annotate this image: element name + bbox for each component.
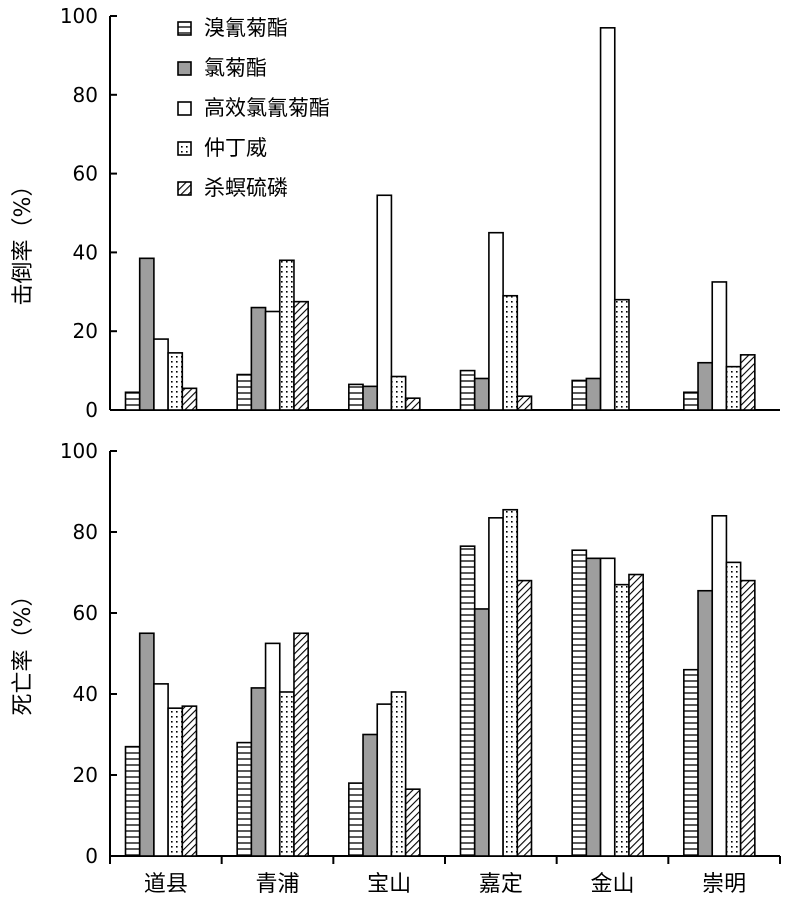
y-tick-label: 80	[73, 83, 98, 107]
x-category-label: 崇明	[702, 872, 746, 897]
bar-white-0	[153, 683, 169, 857]
bar-gray-2	[362, 385, 379, 411]
x-category-labels: 道县 青浦 宝山 嘉定 金山 崇明	[144, 872, 746, 897]
bar-white-3	[488, 517, 504, 857]
legend-swatch-white	[177, 101, 192, 116]
bar-diag-1	[293, 632, 309, 857]
bar-dots-3	[502, 508, 519, 857]
bar-gray-0	[138, 257, 155, 411]
bar-hlines-2	[348, 383, 364, 411]
top-panel-knockdown: 0 20 40 60 80 100 击倒率（%）	[11, 4, 780, 422]
bar-dots-4	[613, 583, 630, 857]
y-axis-label: 死亡率（%）	[11, 585, 36, 716]
x-category-label: 嘉定	[479, 872, 523, 897]
bar-white-1	[264, 642, 281, 857]
bar-gray-3	[473, 608, 490, 857]
bar-dots-1	[278, 259, 295, 411]
bar-hlines-0	[124, 745, 141, 857]
bar-gray-3	[473, 377, 490, 411]
bar-white-3	[488, 231, 504, 411]
bar-gray-5	[697, 589, 714, 857]
y-tick-label: 20	[73, 763, 98, 787]
bar-hlines-1	[236, 373, 253, 411]
bar-dots-4	[613, 298, 630, 411]
bar-diag-5	[739, 579, 756, 857]
bar-gray-5	[697, 361, 714, 411]
y-tick-label: 40	[73, 240, 98, 264]
y-tick-label: 60	[73, 162, 98, 186]
x-category-label: 道县	[144, 872, 188, 897]
bar-white-4	[599, 27, 616, 411]
bar-dots-0	[167, 352, 184, 411]
y-tick-label: 0	[85, 398, 98, 422]
x-category-label: 青浦	[255, 872, 299, 897]
bar-gray-0	[138, 632, 155, 857]
x-category-label: 金山	[590, 872, 634, 897]
bar-gray-1	[250, 687, 267, 857]
y-tick-label: 60	[73, 601, 98, 625]
bar-white-4	[599, 557, 616, 857]
bar-diag-2	[404, 397, 421, 411]
bar-diag-3	[516, 579, 533, 857]
bar-white-5	[711, 281, 728, 411]
y-tick-label: 100	[60, 4, 98, 28]
bottom-panel-mortality: 0 20 40 60 80 100 死亡率（%）	[11, 439, 781, 868]
bar-dots-5	[725, 561, 742, 857]
bar-hlines-5	[683, 668, 699, 857]
bar-diag-0	[181, 705, 198, 857]
bar-dots-2	[390, 375, 407, 411]
bar-hlines-5	[683, 391, 699, 411]
bar-hlines-2	[348, 782, 364, 857]
legend-label: 仲丁威	[204, 136, 267, 160]
legend-label: 高效氯氰菊酯	[204, 96, 330, 120]
x-category-label: 宝山	[367, 872, 411, 897]
y-tick-label: 0	[85, 844, 98, 868]
bar-dots-3	[502, 294, 519, 411]
bar-white-2	[376, 703, 393, 857]
legend-label: 杀螟硫磷	[204, 176, 288, 200]
bar-white-1	[264, 310, 281, 411]
legend-swatch-gray	[177, 61, 192, 76]
bar-dots-2	[390, 691, 407, 857]
y-axis-label: 击倒率（%）	[11, 175, 36, 306]
bar-white-2	[376, 194, 393, 411]
bar-gray-4	[585, 377, 602, 411]
legend-swatch-hlines	[177, 21, 192, 36]
y-tick-label: 40	[73, 682, 98, 706]
bar-hlines-4	[571, 379, 588, 411]
legend-swatch-dots	[177, 141, 192, 156]
bar-dots-0	[167, 707, 184, 857]
bar-hlines-4	[571, 549, 588, 857]
y-tick-label: 100	[60, 439, 98, 463]
bar-diag-4	[628, 573, 644, 857]
bar-white-0	[153, 338, 169, 411]
bar-dots-5	[725, 365, 742, 411]
bar-dots-1	[278, 691, 295, 857]
bar-diag-0	[181, 387, 198, 411]
legend-label: 氯菊酯	[204, 56, 267, 80]
bar-hlines-0	[124, 391, 141, 411]
y-tick-label: 80	[73, 520, 98, 544]
bar-gray-4	[585, 557, 602, 857]
bar-white-5	[711, 514, 728, 857]
bar-diag-1	[293, 300, 309, 411]
bar-gray-2	[362, 733, 379, 857]
legend-swatch-diag	[177, 181, 192, 196]
bar-diag-5	[739, 354, 756, 411]
bar-gray-1	[250, 306, 267, 411]
bar-diag-2	[404, 788, 421, 857]
legend-label: 溴氰菊酯	[204, 16, 288, 40]
bar-hlines-3	[459, 545, 476, 857]
y-tick-label: 20	[73, 319, 98, 343]
bar-hlines-3	[459, 369, 476, 411]
bar-hlines-1	[236, 741, 253, 857]
bar-diag-3	[516, 395, 533, 411]
